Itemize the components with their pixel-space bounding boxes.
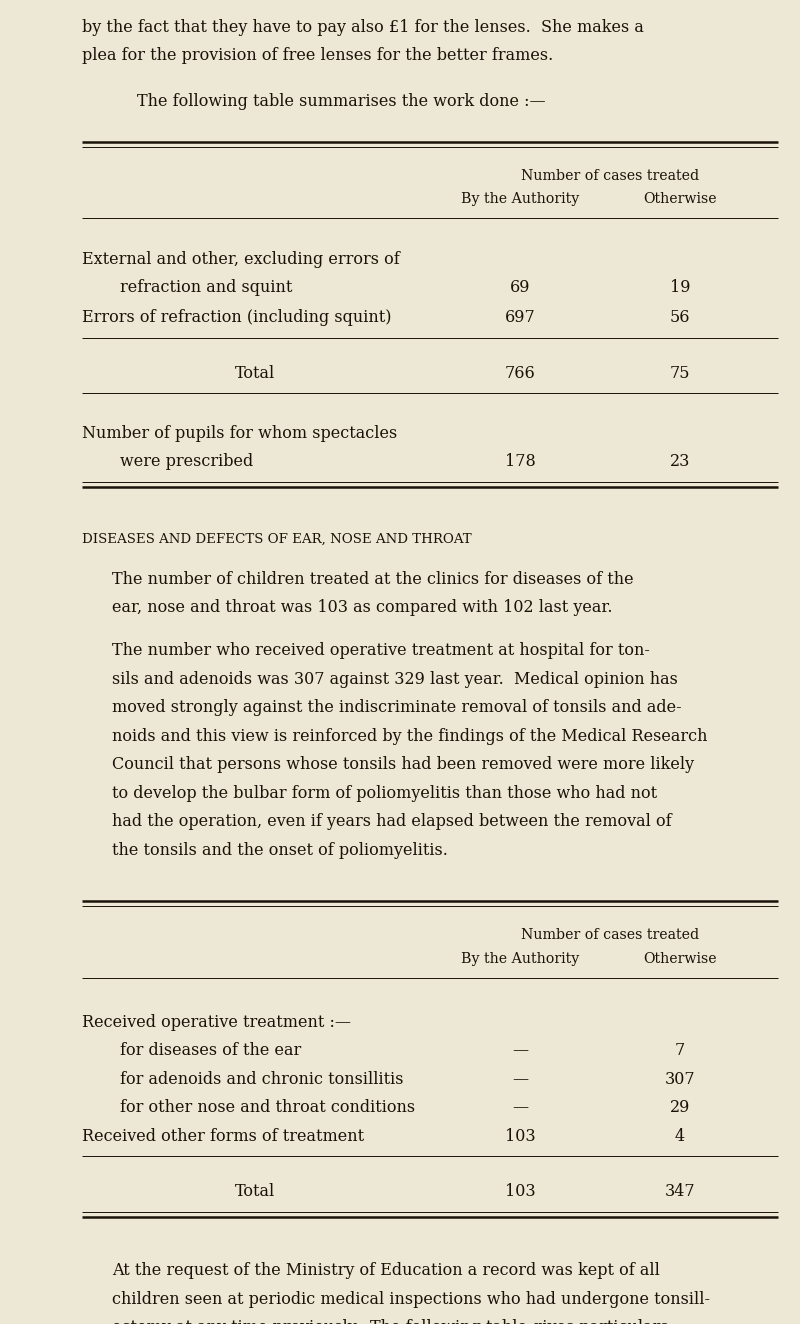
Text: 75: 75 [670,365,690,381]
Text: moved strongly against the indiscriminate removal of tonsils and ade-: moved strongly against the indiscriminat… [112,699,682,716]
Text: 103: 103 [505,1184,535,1201]
Text: 69: 69 [510,279,530,297]
Text: ectomy at any time previously.  The following table gives particulars: ectomy at any time previously. The follo… [112,1319,669,1324]
Text: Otherwise: Otherwise [643,192,717,207]
Text: 4: 4 [675,1128,685,1145]
Text: Council that persons whose tonsils had been removed were more likely: Council that persons whose tonsils had b… [112,756,694,773]
Text: 23: 23 [670,453,690,470]
Text: 347: 347 [665,1184,695,1201]
Text: Received other forms of treatment: Received other forms of treatment [82,1128,364,1145]
Text: noids and this view is reinforced by the findings of the Medical Research: noids and this view is reinforced by the… [112,728,707,744]
Text: Number of pupils for whom spectacles: Number of pupils for whom spectacles [82,425,398,442]
Text: to develop the bulbar form of poliomyelitis than those who had not: to develop the bulbar form of poliomyeli… [112,785,657,801]
Text: for diseases of the ear: for diseases of the ear [120,1042,302,1059]
Text: —: — [512,1042,528,1059]
Text: Errors of refraction (including squint): Errors of refraction (including squint) [82,310,391,326]
Text: for other nose and throat conditions: for other nose and throat conditions [120,1099,415,1116]
Text: 19: 19 [670,279,690,297]
Text: External and other, excluding errors of: External and other, excluding errors of [82,252,400,267]
Text: 29: 29 [670,1099,690,1116]
Text: were prescribed: were prescribed [120,453,254,470]
Text: ear, nose and throat was 103 as compared with 102 last year.: ear, nose and throat was 103 as compared… [112,600,613,617]
Text: By the Authority: By the Authority [461,192,579,207]
Text: 766: 766 [505,365,535,381]
Text: 7: 7 [675,1042,685,1059]
Text: had the operation, even if years had elapsed between the removal of: had the operation, even if years had ela… [112,813,672,830]
Text: Total: Total [235,1184,275,1201]
Text: sils and adenoids was 307 against 329 last year.  Medical opinion has: sils and adenoids was 307 against 329 la… [112,670,678,687]
Text: 697: 697 [505,310,535,326]
Text: Received operative treatment :—: Received operative treatment :— [82,1014,351,1030]
Text: The number of children treated at the clinics for diseases of the: The number of children treated at the cl… [112,571,634,588]
Text: —: — [512,1099,528,1116]
Text: plea for the provision of free lenses for the better frames.: plea for the provision of free lenses fo… [82,48,554,65]
Text: refraction and squint: refraction and squint [120,279,292,297]
Text: for adenoids and chronic tonsillitis: for adenoids and chronic tonsillitis [120,1071,403,1087]
Text: 307: 307 [665,1071,695,1087]
Text: At the request of the Ministry of Education a record was kept of all: At the request of the Ministry of Educat… [112,1262,660,1279]
Text: DISEASES AND DEFECTS OF EAR, NOSE AND THROAT: DISEASES AND DEFECTS OF EAR, NOSE AND TH… [82,532,472,545]
Text: The following table summarises the work done :—: The following table summarises the work … [137,93,546,110]
Text: Number of cases treated: Number of cases treated [521,928,699,943]
Text: Otherwise: Otherwise [643,952,717,965]
Text: Number of cases treated: Number of cases treated [521,168,699,183]
Text: By the Authority: By the Authority [461,952,579,965]
Text: the tonsils and the onset of poliomyelitis.: the tonsils and the onset of poliomyelit… [112,842,448,858]
Text: Total: Total [235,365,275,381]
Text: 103: 103 [505,1128,535,1145]
Text: children seen at periodic medical inspections who had undergone tonsill-: children seen at periodic medical inspec… [112,1291,710,1308]
Text: by the fact that they have to pay also £1 for the lenses.  She makes a: by the fact that they have to pay also £… [82,19,644,36]
Text: 56: 56 [670,310,690,326]
Text: The number who received operative treatment at hospital for ton-: The number who received operative treatm… [112,642,650,659]
Text: —: — [512,1071,528,1087]
Text: 178: 178 [505,453,535,470]
